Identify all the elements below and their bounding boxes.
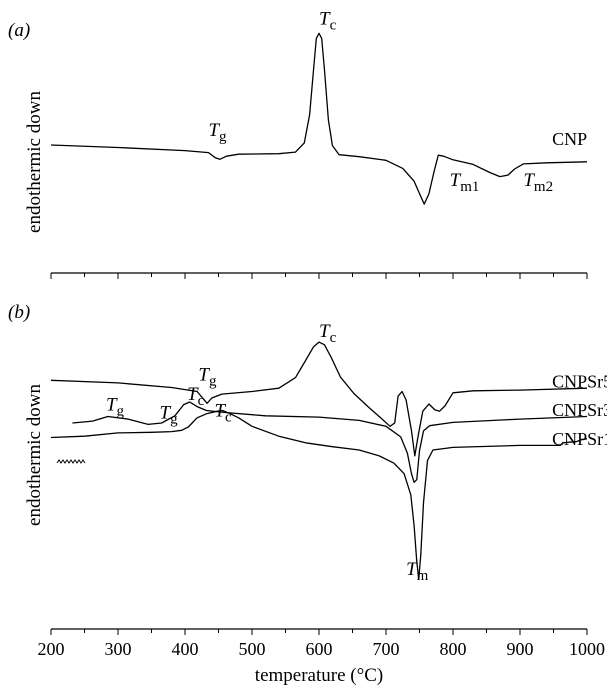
label-Tg: Tg [208, 120, 227, 145]
x-axis-label: temperature (°C) [255, 665, 383, 686]
x-tick-label: 200 [38, 639, 65, 659]
label-Tm: Tm [406, 559, 429, 584]
series-line-cnpsr1 [50, 409, 588, 580]
panel-a-y-axis-label: endothermic down [24, 91, 45, 233]
label-Tg: Tg [198, 364, 217, 389]
panel-b-tick-labels: 200 300 400 500 600 700 800 900 1000 [38, 639, 606, 659]
panel-b-y-axis-label: endothermic down [24, 384, 45, 526]
x-tick-label: 900 [507, 639, 534, 659]
x-tick-label: 400 [172, 639, 199, 659]
series-label-cnp: CNP [552, 129, 587, 149]
panel-b-label: (b) [8, 302, 30, 323]
panel-b-series [50, 341, 588, 580]
label-Tc: Tc [187, 384, 205, 409]
label-Tg: Tg [106, 395, 125, 420]
series-label-cnpsr5: CNPSr5 [552, 372, 607, 392]
label-Tg: Tg [160, 402, 179, 427]
x-tick-label: 700 [373, 639, 400, 659]
x-tick-label: 800 [440, 639, 467, 659]
label-Tc: Tc [319, 8, 337, 33]
zigzag-mark [56, 459, 86, 464]
panel-a-annotations: Tc Tg Tm1 Tm2 CNP [208, 8, 587, 194]
label-Tm2: Tm2 [523, 170, 553, 195]
series-label-cnpsr3: CNPSr3 [552, 400, 607, 420]
series-line-cnpsr3 [72, 401, 588, 483]
label-Tc: Tc [319, 321, 337, 346]
series-label-cnpsr1: CNPSr1 [552, 429, 607, 449]
panel-a-label: (a) [8, 20, 30, 41]
x-tick-label: 500 [239, 639, 266, 659]
series-line-cnp [50, 32, 588, 205]
x-tick-label: 300 [105, 639, 132, 659]
panel-a-ticks [50, 273, 588, 279]
label-Tm1: Tm1 [450, 170, 480, 195]
series-line-cnpsr5 [50, 341, 588, 457]
x-tick-label: 600 [306, 639, 333, 659]
panel-b: (b) endothermic down 200 300 400 500 600 700 8… [8, 302, 607, 686]
panel-a: (a) endothermic down Tc Tg Tm1 Tm2 CNP [8, 8, 588, 279]
x-tick-label: 1000 [569, 639, 605, 659]
panel-a-series [50, 32, 588, 205]
panel-b-ticks [50, 629, 588, 635]
label-Tc: Tc [214, 400, 232, 425]
